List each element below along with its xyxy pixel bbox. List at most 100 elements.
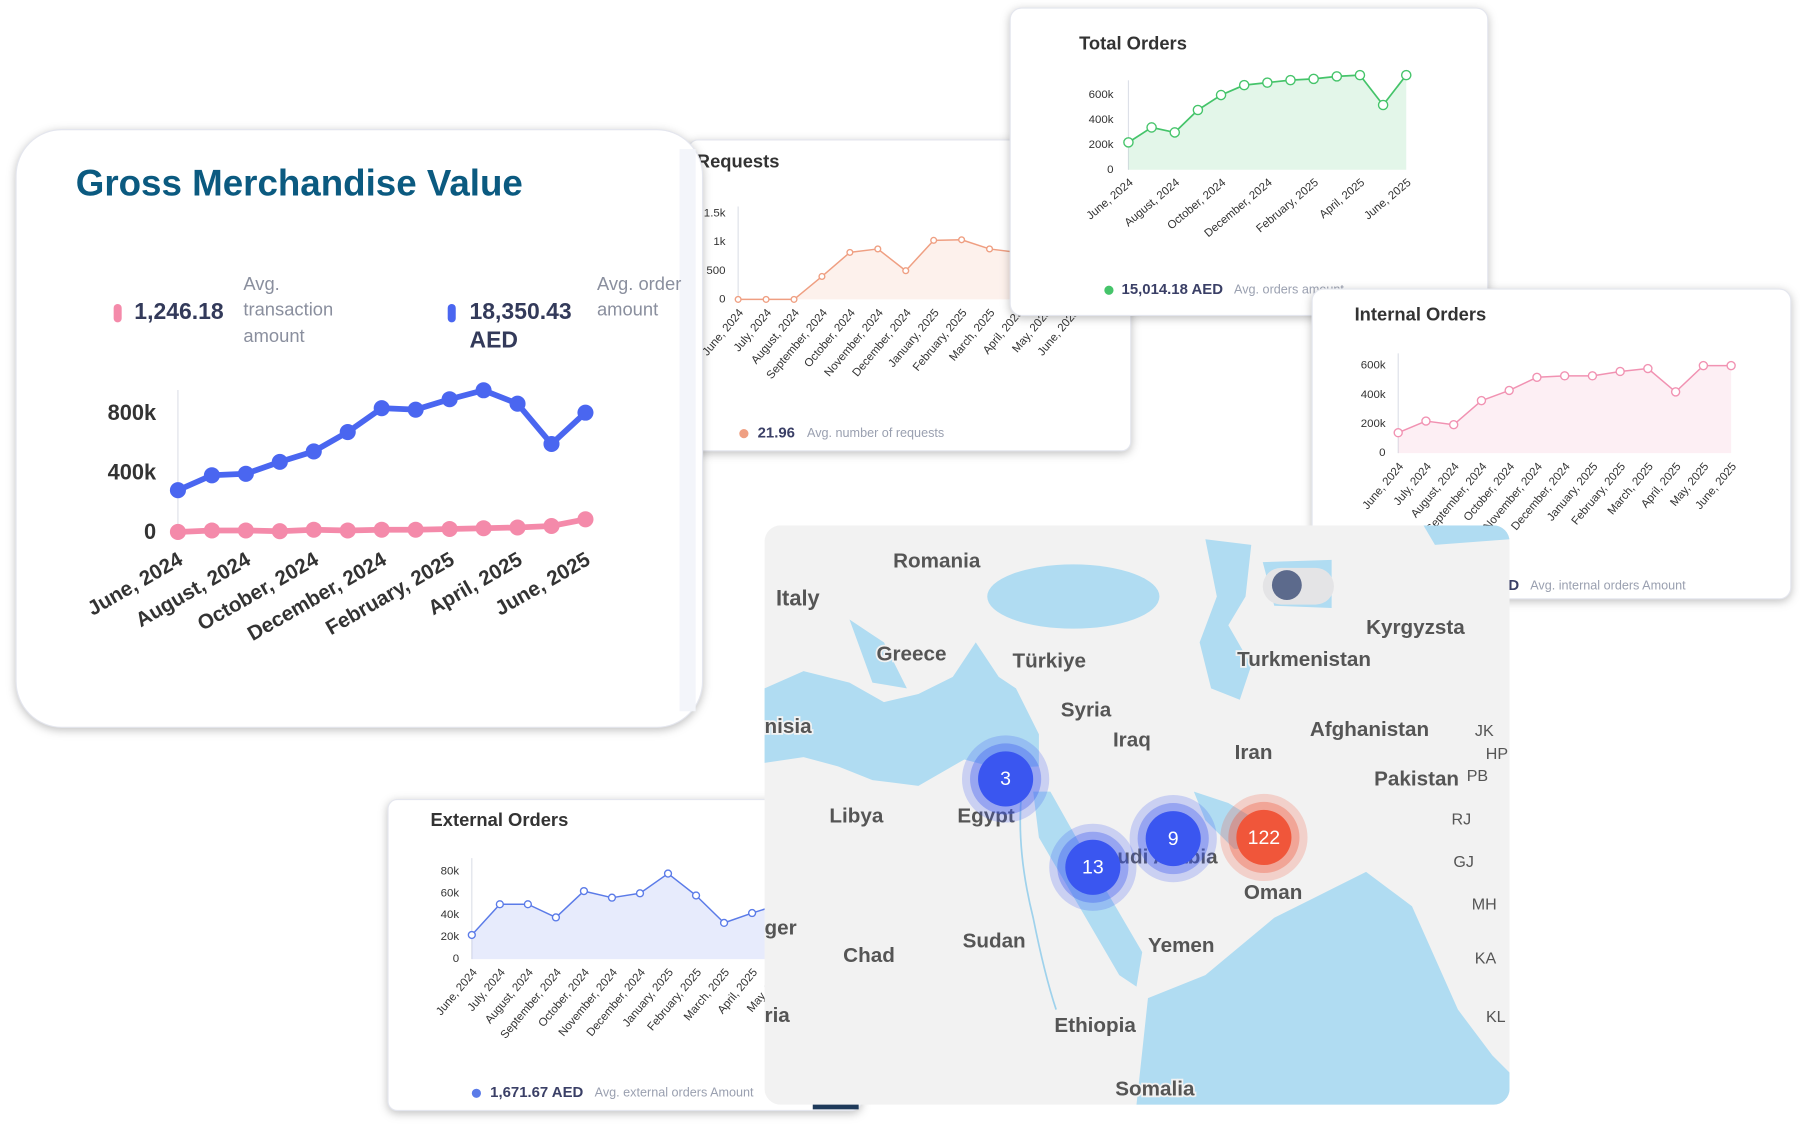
point xyxy=(1587,371,1598,381)
point xyxy=(1400,69,1412,81)
point xyxy=(271,523,288,540)
y-tick-label: 600k xyxy=(1089,89,1114,101)
y-tick-label: 20k xyxy=(441,931,460,943)
point xyxy=(691,891,701,900)
point xyxy=(1308,73,1319,85)
point xyxy=(305,521,322,538)
map-label: Somalia xyxy=(1115,1077,1195,1100)
map-label: KA xyxy=(1475,949,1497,967)
map-label: Syria xyxy=(1061,699,1112,722)
area xyxy=(471,873,809,960)
point xyxy=(747,908,757,918)
y-tick-label: 1k xyxy=(713,236,725,248)
map-label: nisia xyxy=(765,715,813,738)
map-label: Libya xyxy=(829,804,883,827)
point xyxy=(305,443,322,460)
point xyxy=(930,236,938,244)
rivers xyxy=(1019,791,1057,1010)
point xyxy=(339,522,356,539)
cluster-count: 9 xyxy=(1168,828,1179,850)
y-tick-label: 60k xyxy=(441,887,460,899)
legend-dot xyxy=(1104,285,1114,295)
legend-marker xyxy=(447,304,456,323)
point xyxy=(1698,360,1709,371)
y-tick-label: 0 xyxy=(1107,164,1113,176)
point xyxy=(373,400,390,417)
legend-label-box: Avg. transaction amount xyxy=(243,275,334,347)
cluster xyxy=(1065,839,1121,895)
summary-value: 1,671.67 AED xyxy=(490,1085,583,1101)
point xyxy=(203,467,220,484)
y-tick-label: 0 xyxy=(719,293,725,305)
point xyxy=(958,236,966,244)
map-label: MH xyxy=(1472,895,1497,913)
point xyxy=(467,930,476,940)
y-tick-label: 200k xyxy=(1089,139,1114,151)
y-tick-label: 0 xyxy=(144,519,156,544)
point xyxy=(441,520,458,538)
point xyxy=(663,869,673,878)
point xyxy=(1262,77,1273,88)
legend-marker xyxy=(113,304,122,323)
point xyxy=(1123,137,1134,148)
area xyxy=(1128,75,1407,170)
point xyxy=(203,522,220,539)
point xyxy=(1532,372,1542,383)
legend-label: Avg. transaction amount xyxy=(243,275,334,347)
point xyxy=(1448,420,1459,430)
point xyxy=(577,511,594,528)
map-label: GJ xyxy=(1453,853,1474,871)
map-label: Chad xyxy=(843,944,895,967)
legend-value: 18,350.43 AED xyxy=(469,299,572,354)
point xyxy=(1643,363,1653,374)
point xyxy=(1421,416,1431,426)
map-label: PB xyxy=(1467,767,1488,785)
y-tick-label: 0 xyxy=(1379,447,1385,459)
map-label: Romania xyxy=(893,550,981,573)
point xyxy=(846,248,854,256)
y-tick-label: 200k xyxy=(1361,418,1386,430)
point xyxy=(339,424,356,441)
y-tick-label: 600k xyxy=(1361,360,1386,372)
y-tick-label: 1.5k xyxy=(704,207,726,219)
summary-label: Avg. external orders Amount xyxy=(595,1086,754,1100)
point xyxy=(635,889,645,898)
summary-value: D xyxy=(1508,578,1519,594)
map-label: Pakistan xyxy=(1374,768,1459,791)
point xyxy=(407,521,424,538)
point xyxy=(1331,71,1343,82)
legend-value: 1,246.18 xyxy=(134,299,224,325)
point xyxy=(407,401,424,418)
map-label: Greece xyxy=(876,643,946,666)
point xyxy=(790,295,798,303)
area xyxy=(738,239,1074,300)
point xyxy=(543,517,560,535)
point xyxy=(1146,122,1157,133)
cluster xyxy=(978,751,1034,807)
point xyxy=(1615,366,1625,377)
map-label: Iran xyxy=(1235,741,1273,764)
y-tick-label: 800k xyxy=(108,400,157,425)
map-label: Egypt xyxy=(957,804,1014,827)
chart-title: Internal Orders xyxy=(1355,303,1487,324)
point xyxy=(237,522,254,539)
legend-label-box: Avg. order amount xyxy=(597,275,681,320)
map-label: Oman xyxy=(1244,881,1303,904)
map-label: ria xyxy=(765,1004,791,1027)
map-card: Romania Italy Greece Türkiye Turkmenistan Kyr… xyxy=(765,525,1510,1105)
location-dot xyxy=(1271,570,1302,600)
point xyxy=(1393,428,1403,438)
y-tick-label: 0 xyxy=(453,953,459,965)
cluster xyxy=(1145,811,1201,867)
point xyxy=(475,520,492,537)
chart-title: Gross Merchandise Value xyxy=(76,163,523,204)
summary-label: Avg. number of requests xyxy=(807,426,944,440)
point xyxy=(523,900,533,909)
map-label: Afghanistan xyxy=(1310,718,1429,741)
point xyxy=(579,886,589,896)
